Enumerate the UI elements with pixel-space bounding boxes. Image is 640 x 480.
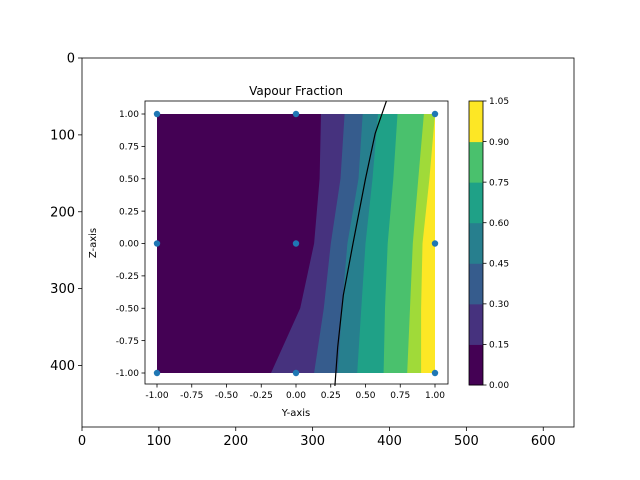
data-point-marker	[292, 369, 300, 377]
contour-x-tick-label: -1.00	[145, 391, 169, 401]
colorbar-tick-label: 0.60	[489, 219, 509, 229]
colorbar-tick-label: 0.15	[489, 341, 509, 351]
contour-fills	[157, 114, 435, 373]
colorbar-ticks: 0.00 0.15 0.30 0.45 0.60 0.75 0.90 1.05	[483, 97, 509, 391]
outer-x-ticks: 0 100 200 300 400 500 600	[78, 427, 556, 449]
colorbar: 0.00 0.15 0.30 0.45 0.60 0.75 0.90 1.05	[468, 97, 509, 391]
contour-x-tick-label: -0.50	[215, 391, 239, 401]
contour-y-tick-label: 0.50	[119, 175, 139, 185]
data-point-marker	[153, 369, 161, 377]
outer-y-tick-label: 400	[50, 359, 75, 374]
contour-y-tick-label: -0.50	[116, 304, 140, 314]
outer-y-tick-label: 0	[67, 52, 75, 67]
outer-x-tick-label: 600	[531, 434, 556, 449]
contour-band	[421, 114, 435, 373]
outer-x-tick-label: 100	[146, 434, 171, 449]
colorbar-tick-label: 0.45	[489, 259, 509, 269]
colorbar-tick-label: 0.30	[489, 300, 509, 310]
marker-points	[153, 110, 439, 377]
outer-x-tick-label: 300	[300, 434, 325, 449]
colorbar-band	[469, 222, 483, 264]
colorbar-tick-label: 0.75	[489, 178, 509, 188]
contour-x-tick-label: 1.00	[425, 391, 445, 401]
contour-y-tick-label: -0.25	[116, 272, 139, 282]
outer-y-ticks: 0 100 200 300 400	[50, 52, 82, 374]
contour-x-tick-label: 0.75	[390, 391, 410, 401]
colorbar-band	[469, 182, 483, 224]
colorbar-bands	[469, 101, 483, 386]
contour-y-tick-label: 0.25	[119, 207, 139, 217]
outer-x-tick-label: 500	[454, 434, 479, 449]
contour-y-tick-label: 0.00	[119, 240, 139, 250]
contour-y-tick-label: 1.00	[119, 110, 139, 120]
colorbar-band	[469, 344, 483, 386]
outer-x-tick-label: 400	[377, 434, 402, 449]
colorbar-tick-label: 0.00	[489, 381, 509, 391]
outer-y-tick-label: 300	[50, 282, 75, 297]
outer-y-tick-label: 100	[50, 128, 75, 143]
contour-y-tick-label: -1.00	[116, 369, 140, 379]
contour-y-tick-label: -0.75	[116, 337, 139, 347]
outer-x-tick-label: 0	[78, 434, 86, 449]
data-point-marker	[431, 369, 439, 377]
contour-plot: -1.00 -0.75 -0.50 -0.25 0.00 0.25 0.50 0.75 1.00…	[88, 84, 449, 419]
colorbar-tick-label: 0.90	[489, 138, 509, 148]
colorbar-frame	[468, 100, 484, 386]
colorbar-band	[469, 303, 483, 345]
contour-x-tick-label: 0.25	[321, 391, 341, 401]
contour-axes-frame	[144, 100, 449, 385]
contour-x-tick-label: -0.25	[250, 391, 273, 401]
contour-x-tick-label: 0.50	[355, 391, 375, 401]
contour-title: Vapour Fraction	[249, 84, 343, 98]
contour-y-tick-label: 0.75	[119, 143, 139, 153]
colorbar-tick-label: 1.05	[489, 97, 509, 107]
data-point-marker	[153, 110, 161, 118]
colorbar-band	[469, 141, 483, 183]
contour-x-label: Y-axis	[281, 408, 311, 419]
contour-x-tick-label: 0.00	[286, 391, 306, 401]
data-point-marker	[292, 110, 300, 118]
contour-x-ticks: -1.00 -0.75 -0.50 -0.25 0.00 0.25 0.50 0.75 1.00	[145, 384, 445, 401]
contour-y-label: Z-axis	[88, 228, 99, 258]
interface-line	[334, 100, 387, 386]
outer-y-tick-label: 200	[50, 205, 75, 220]
interface-curve	[334, 100, 387, 386]
data-point-marker	[292, 240, 300, 247]
contour-y-ticks: -1.00 -0.75 -0.50 -0.25 0.00 0.25 0.50 0.75 1.00	[116, 110, 145, 379]
data-point-marker	[431, 240, 439, 247]
data-point-marker	[153, 240, 161, 247]
outer-x-tick-label: 200	[223, 434, 248, 449]
colorbar-band	[469, 263, 483, 305]
data-point-marker	[431, 110, 439, 118]
colorbar-band	[469, 101, 483, 143]
contour-x-tick-label: -0.75	[180, 391, 203, 401]
